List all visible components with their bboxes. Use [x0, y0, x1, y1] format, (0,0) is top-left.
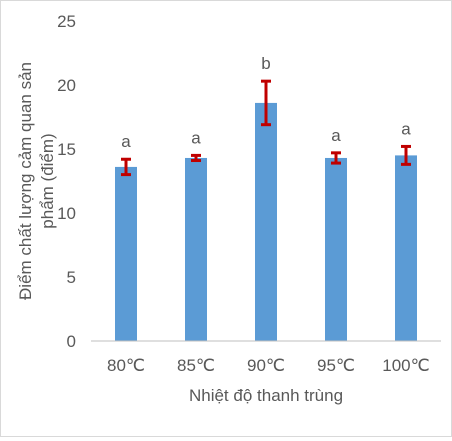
- y-tick-label: 0: [67, 332, 76, 351]
- significance-label: a: [401, 119, 411, 138]
- y-axis-title-line: phẩm (điểm): [38, 133, 57, 228]
- bar: [185, 157, 207, 341]
- x-tick-label: 80℃: [107, 356, 145, 375]
- y-tick-label: 20: [57, 76, 76, 95]
- x-tick-label: 100℃: [382, 356, 429, 375]
- significance-label: a: [191, 128, 201, 147]
- y-axis-title-line: Điểm chất lượng cảm quan sản: [16, 62, 35, 300]
- significance-label: a: [331, 126, 341, 145]
- y-tick-label: 10: [57, 204, 76, 223]
- x-tick-label: 95℃: [317, 356, 355, 375]
- x-tick-label: 90℃: [247, 356, 285, 375]
- y-tick-label: 25: [57, 12, 76, 31]
- bar: [115, 166, 137, 341]
- y-axis-ticks: 0 5 10 15 20 25: [57, 12, 76, 351]
- y-tick-label: 15: [57, 140, 76, 159]
- significance-labels: a a b a a: [121, 54, 411, 151]
- bars: [115, 102, 417, 341]
- significance-label: b: [261, 54, 270, 73]
- x-axis-ticks: 80℃ 85℃ 90℃ 95℃ 100℃: [107, 356, 430, 375]
- x-axis-title: Nhiệt độ thanh trùng: [189, 386, 343, 405]
- y-axis-title: Điểm chất lượng cảm quan sản phẩm (điểm): [16, 62, 57, 300]
- x-tick-label: 85℃: [177, 356, 215, 375]
- error-bars: [121, 79, 411, 177]
- bar: [255, 102, 277, 341]
- bar: [325, 157, 347, 341]
- y-tick-label: 5: [67, 268, 76, 287]
- significance-label: a: [121, 132, 131, 151]
- bar: [395, 155, 417, 341]
